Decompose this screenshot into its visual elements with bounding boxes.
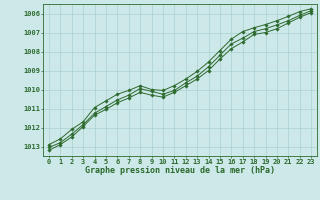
X-axis label: Graphe pression niveau de la mer (hPa): Graphe pression niveau de la mer (hPa) xyxy=(85,166,275,175)
